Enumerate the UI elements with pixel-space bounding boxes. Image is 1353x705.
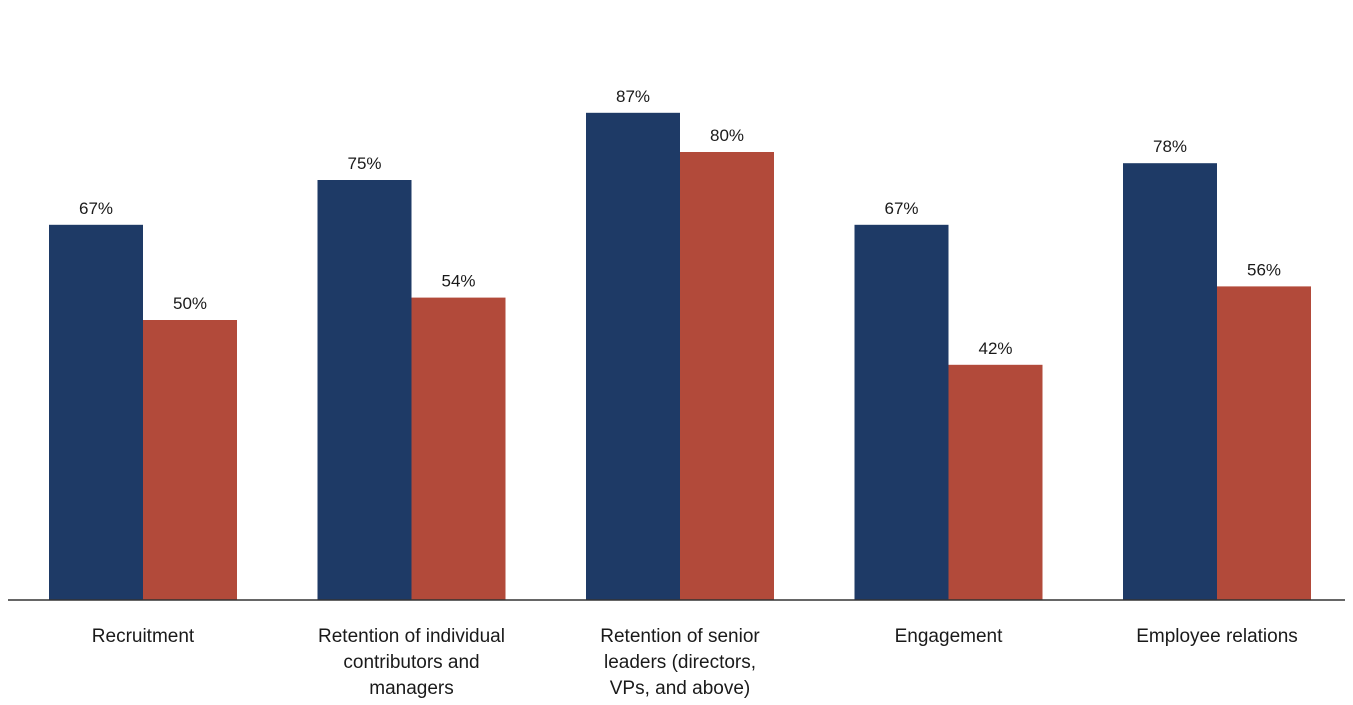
value-label-2-series-1: 80%	[710, 126, 744, 145]
bars-group	[49, 112, 1311, 601]
bar-3-series-1	[948, 364, 1043, 600]
value-label-3-series-0: 67%	[884, 199, 918, 218]
bar-1-series-0	[317, 180, 412, 600]
bar-4-series-1	[1217, 286, 1311, 600]
category-label-3: Engagement	[895, 626, 1003, 647]
bar-0-series-1	[143, 320, 237, 600]
category-label-4: Employee relations	[1136, 626, 1298, 647]
value-labels-group: 67% 50% 75% 54% 87% 80% 67% 42% 78% 56%	[79, 87, 1281, 358]
category-label-1: Retention of individual contributors and m…	[318, 626, 505, 699]
value-label-0-series-1: 50%	[173, 294, 207, 313]
value-label-3-series-1: 42%	[978, 339, 1012, 358]
category-label-0: Recruitment	[92, 626, 195, 647]
category-labels-group: Recruitment Retention of individual contri…	[92, 626, 1298, 699]
bar-2-series-1	[680, 152, 774, 600]
value-label-1-series-0: 75%	[347, 154, 381, 173]
bar-4-series-0	[1123, 163, 1217, 600]
bar-3-series-0	[854, 224, 949, 601]
value-label-4-series-0: 78%	[1153, 137, 1187, 156]
value-label-1-series-1: 54%	[441, 272, 475, 291]
bar-0-series-0	[49, 224, 143, 601]
value-label-0-series-0: 67%	[79, 199, 113, 218]
bar-1-series-1	[411, 297, 506, 600]
category-label-2: Retention of senior leaders (directors, VP…	[600, 626, 760, 699]
value-label-4-series-1: 56%	[1247, 260, 1281, 279]
bar-2-series-0	[586, 112, 680, 601]
value-label-2-series-0: 87%	[616, 87, 650, 106]
